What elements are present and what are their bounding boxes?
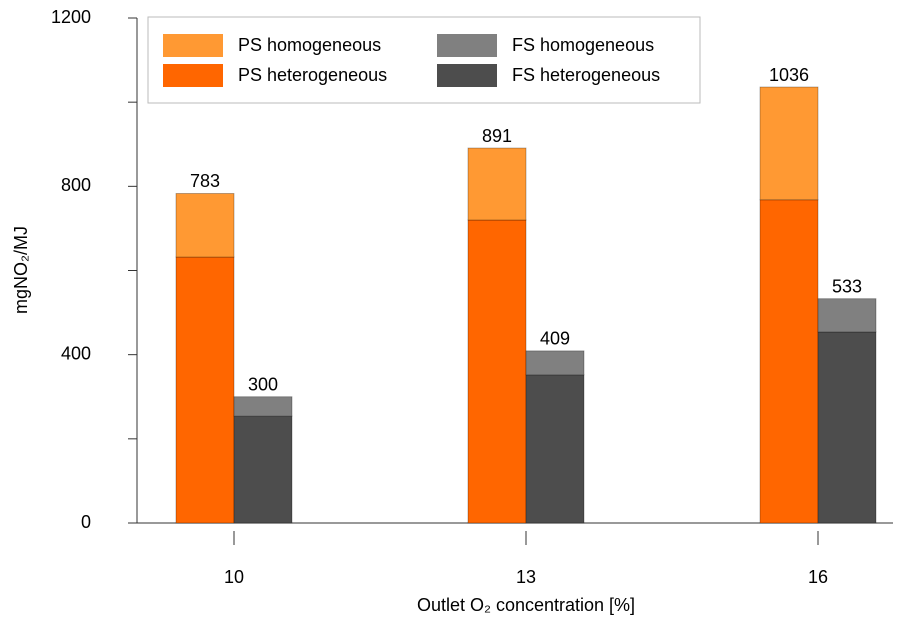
y-tick-label: 800 <box>61 175 91 195</box>
total-label: 891 <box>482 126 512 146</box>
total-label: 300 <box>248 375 278 395</box>
bar-segment <box>467 219 527 524</box>
legend-label: PS homogeneous <box>238 35 381 55</box>
legend-label: FS homogeneous <box>512 35 654 55</box>
legend-swatch <box>163 34 223 57</box>
total-label: 533 <box>832 276 862 296</box>
legend-swatch <box>437 64 497 87</box>
x-tick-label: 10 <box>224 567 244 587</box>
bar-segment <box>759 86 819 201</box>
bar-segment <box>233 415 293 524</box>
bar-segment <box>467 147 527 221</box>
y-tick-label: 400 <box>61 343 91 363</box>
legend-swatch <box>163 64 223 87</box>
bar-segment <box>175 193 235 258</box>
total-label: 1036 <box>769 65 809 85</box>
legend-swatch <box>437 34 497 57</box>
bar-segment <box>233 396 293 417</box>
y-tick-label: 1200 <box>51 7 91 27</box>
x-tick-label: 16 <box>808 567 828 587</box>
bar-segment <box>525 350 585 376</box>
bar-segment <box>817 298 877 333</box>
bar-segment <box>817 331 877 524</box>
legend-label: PS heterogeneous <box>238 65 387 85</box>
y-tick-label: 0 <box>81 512 91 532</box>
legend-label: FS heterogeneous <box>512 65 660 85</box>
bar-segment <box>175 256 235 524</box>
y-axis-label: mgNO₂/MJ <box>11 226 31 314</box>
x-axis-label: Outlet O₂ concentration [%] <box>417 595 635 615</box>
total-label: 783 <box>190 171 220 191</box>
legend-box <box>147 16 701 104</box>
bar-segment <box>525 374 585 524</box>
bar-segment <box>759 199 819 524</box>
x-tick-label: 13 <box>516 567 536 587</box>
total-label: 409 <box>540 329 570 349</box>
